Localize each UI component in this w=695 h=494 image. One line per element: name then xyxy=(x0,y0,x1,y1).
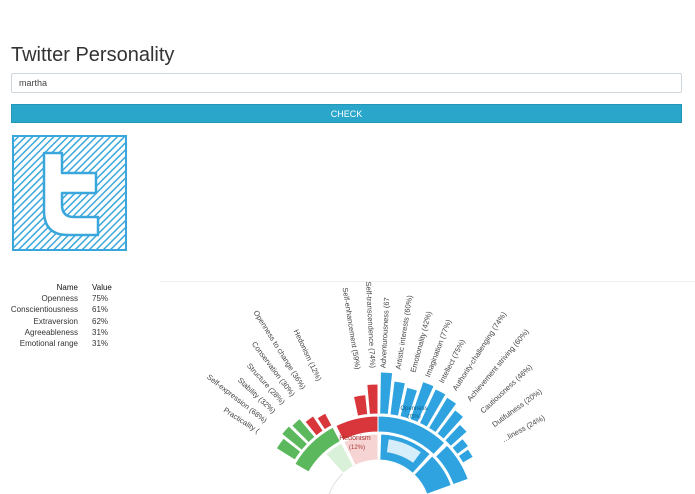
sunburst-facet-bar xyxy=(427,396,458,434)
page-title: Twitter Personality xyxy=(11,44,175,66)
table-row: Conscientiousness 61% xyxy=(6,304,112,315)
trait-name: Emotional range xyxy=(19,339,78,349)
sunburst-inner-label: Hedonism xyxy=(339,435,371,442)
sunburst-openness-inner xyxy=(385,438,423,465)
sunburst-facet-bar xyxy=(409,380,435,424)
sunburst-facet-bar xyxy=(304,415,324,437)
section-divider xyxy=(160,281,695,282)
sunburst-facet-bar xyxy=(399,386,419,420)
sunburst-facet-label: Imagination (77%) xyxy=(423,318,453,379)
sunburst-inner-label: Openness xyxy=(400,406,427,412)
sunburst-facet-bar xyxy=(352,394,369,417)
sunburst-facet-label: Authority-challenging (74%) xyxy=(451,310,509,393)
sunburst-facet-label: Emotionality (42%) xyxy=(409,310,434,374)
value-column-header: Value xyxy=(92,283,112,292)
name-column-header: Name xyxy=(56,283,78,292)
sunburst-facet-label: Practicality ( xyxy=(222,405,262,435)
sunburst-facet-bar xyxy=(418,388,447,428)
table-row: Agreeableness 31% xyxy=(6,327,112,338)
sunburst-facet-label: Achievement striving (60%) xyxy=(465,327,531,403)
sunburst-facet-label: Self-transcendence (74%) xyxy=(364,281,378,369)
sunburst-facet-bar xyxy=(436,409,465,440)
sunburst-facet-bar xyxy=(451,437,470,456)
trait-value: 61% xyxy=(92,305,109,315)
sunburst-facet-bar xyxy=(366,383,379,415)
personality-table: Name Value Openness 75% Conscientiousnes… xyxy=(6,283,112,349)
sunburst-facet-label: Conservation (30%) xyxy=(250,340,297,399)
sunburst-outer-green xyxy=(294,426,342,473)
sunburst-facet-bar xyxy=(291,417,316,444)
sunburst-inner-label: (12%) xyxy=(349,445,365,451)
sunburst-facet-label: ...liness (24%) xyxy=(501,413,547,444)
sunburst-facet-bar xyxy=(379,371,394,416)
twitter-logo-icon xyxy=(12,135,127,251)
check-button[interactable]: CHECK xyxy=(11,104,682,123)
sunburst-core xyxy=(328,459,428,494)
table-header-row: Name Value xyxy=(6,283,112,293)
sunburst-facet-label: Artistic interests (60%) xyxy=(394,294,415,370)
sunburst-hedonism-segment xyxy=(343,433,379,466)
sunburst-facet-label: Cautiousness (46%) xyxy=(479,362,535,415)
sunburst-facet-bar xyxy=(389,380,407,417)
sunburst-facet-label: Adventurousness (67 xyxy=(379,297,392,368)
sunburst-facet-bar xyxy=(444,423,468,448)
sunburst-facet-bar xyxy=(457,448,474,464)
sunburst-conscientiousness-segment xyxy=(413,455,452,494)
sunburst-conservation-segment xyxy=(325,442,355,475)
table-row: Openness 75% xyxy=(6,293,112,304)
sunburst-facet-label: Intellect (75%) xyxy=(437,337,467,384)
trait-name: Agreeableness xyxy=(24,327,78,337)
sunburst-facet-bar xyxy=(280,425,309,452)
sunburst-facet-label: Self-expression (68%) xyxy=(205,372,269,425)
username-input[interactable] xyxy=(11,73,682,93)
sunburst-outer-blue-2 xyxy=(434,444,469,486)
trait-value: 75% xyxy=(92,294,109,303)
sunburst-outer-blue-1 xyxy=(377,415,446,456)
sunburst-openness-segment xyxy=(379,433,431,475)
trait-name: Openness xyxy=(41,294,78,303)
sunburst-facet-bar xyxy=(316,412,333,431)
table-row: Extraversion 62% xyxy=(6,316,112,327)
sunburst-facet-label: Hedonism (12%) xyxy=(292,328,324,383)
trait-value: 62% xyxy=(92,316,109,326)
sunburst-facet-label: Stability (32%) xyxy=(236,376,278,416)
table-row: Emotional range 31% xyxy=(6,338,112,349)
sunburst-facet-bar xyxy=(275,437,302,461)
sunburst-outer-red xyxy=(335,415,379,441)
sunburst-facet-label: Dutifulness (20%) xyxy=(490,387,544,429)
trait-name: Extraversion xyxy=(33,316,78,326)
trait-value: 31% xyxy=(92,339,109,349)
sunburst-facet-label: Structure (28%) xyxy=(245,361,287,406)
sunburst-facet-label: Self-enhancement (59%) xyxy=(341,287,363,371)
trait-name: Conscientiousness xyxy=(10,305,78,315)
sunburst-facet-label: Openness to change (36%) xyxy=(252,309,308,392)
sunburst-inner-label: (75%) xyxy=(407,414,421,420)
trait-value: 31% xyxy=(92,327,109,337)
